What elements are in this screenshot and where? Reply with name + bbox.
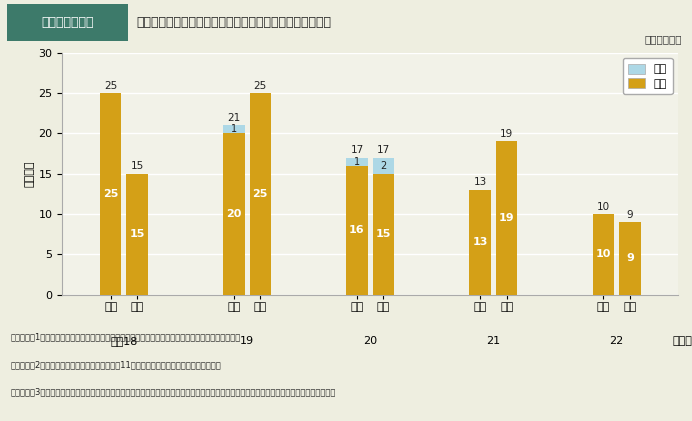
Text: 1: 1 bbox=[354, 157, 360, 167]
Text: 15: 15 bbox=[131, 161, 144, 171]
Text: 19: 19 bbox=[500, 129, 513, 139]
Text: 19: 19 bbox=[499, 213, 514, 223]
Text: 13: 13 bbox=[473, 177, 486, 187]
Bar bbox=[346, 165, 367, 295]
Bar bbox=[592, 214, 614, 295]
Text: 17: 17 bbox=[377, 145, 390, 155]
Text: 19: 19 bbox=[240, 336, 254, 346]
Text: 25: 25 bbox=[253, 189, 268, 199]
Bar bbox=[127, 173, 148, 295]
Text: 9: 9 bbox=[626, 253, 634, 264]
Bar bbox=[250, 93, 271, 295]
Text: 21: 21 bbox=[227, 113, 240, 123]
Bar bbox=[469, 190, 491, 295]
Text: 2　石油コンビナート等災害防止法第11条の規定に基づく確認の件数により作成: 2 石油コンビナート等災害防止法第11条の規定に基づく確認の件数により作成 bbox=[10, 360, 221, 369]
Bar bbox=[100, 93, 121, 295]
Text: 25: 25 bbox=[254, 80, 267, 91]
Bar bbox=[373, 157, 394, 173]
Text: 10: 10 bbox=[597, 202, 610, 212]
Text: 16: 16 bbox=[349, 225, 365, 235]
Legend: 新設, 変更: 新設, 変更 bbox=[623, 58, 673, 94]
Text: 17: 17 bbox=[350, 145, 363, 155]
Text: レイアウト規制対象事業所の新設等の届出及び確認の状況: レイアウト規制対象事業所の新設等の届出及び確認の状況 bbox=[136, 16, 331, 29]
Text: 10: 10 bbox=[596, 249, 611, 259]
Text: （各年度中）: （各年度中） bbox=[644, 34, 682, 44]
Text: （年度）: （年度） bbox=[672, 336, 692, 346]
Bar bbox=[619, 222, 641, 295]
Bar bbox=[373, 173, 394, 295]
Text: 3　新設等の届出が行われてから、確認を行うまでに一定の工事期間を要することから、各年度の届出件数と確認件数は合致しない。: 3 新設等の届出が行われてから、確認を行うまでに一定の工事期間を要することから、… bbox=[10, 387, 336, 396]
Bar bbox=[223, 133, 244, 295]
Bar bbox=[7, 3, 128, 41]
Text: 25: 25 bbox=[103, 189, 118, 199]
Text: 13: 13 bbox=[473, 237, 488, 247]
Text: 22: 22 bbox=[610, 336, 623, 346]
Text: 25: 25 bbox=[104, 80, 117, 91]
Text: 1: 1 bbox=[230, 124, 237, 134]
Text: 20: 20 bbox=[363, 336, 377, 346]
Bar bbox=[346, 157, 367, 165]
Text: 第１－３－３図: 第１－３－３図 bbox=[42, 16, 94, 29]
Text: 15: 15 bbox=[129, 229, 145, 239]
Text: 15: 15 bbox=[376, 229, 391, 239]
Bar bbox=[223, 125, 244, 133]
Y-axis label: （件数）: （件数） bbox=[24, 160, 35, 187]
Bar bbox=[496, 141, 518, 295]
Text: （備考）　1　石油コンビナート等災害防止法第５条及び第７条の規定に基づく届出の件数により作成: （備考） 1 石油コンビナート等災害防止法第５条及び第７条の規定に基づく届出の件… bbox=[10, 333, 241, 341]
Text: 2: 2 bbox=[381, 160, 387, 171]
Text: 平成18: 平成18 bbox=[110, 336, 138, 346]
Text: 20: 20 bbox=[226, 209, 242, 219]
Text: 9: 9 bbox=[626, 210, 633, 220]
Text: 21: 21 bbox=[486, 336, 500, 346]
